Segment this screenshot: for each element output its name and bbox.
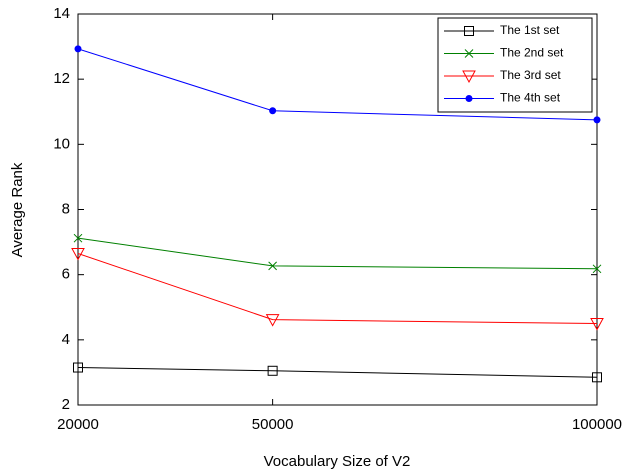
y-tick-label: 14 — [53, 5, 70, 22]
marker — [465, 95, 473, 102]
legend-label: The 4th set — [500, 91, 561, 105]
x-axis-label: Vocabulary Size of V2 — [264, 453, 411, 470]
legend-box — [437, 17, 593, 113]
marker — [462, 70, 476, 84]
y-tick-label: 4 — [62, 331, 70, 348]
legend: The 1st set The 2nd set The 3rd set The 4th… — [437, 17, 593, 113]
marker — [73, 362, 83, 373]
y-tick-label: 10 — [53, 135, 70, 152]
x-tick-label: 100000 — [572, 416, 622, 433]
x-tick-label: 50000 — [252, 416, 294, 433]
marker — [74, 45, 82, 53]
marker — [464, 26, 474, 36]
marker — [267, 365, 278, 376]
marker — [590, 318, 604, 331]
x-tick-label: 20000 — [57, 416, 99, 433]
y-tick-label: 8 — [62, 200, 70, 217]
marker — [269, 107, 277, 115]
y-tick-label: 12 — [53, 70, 70, 87]
marker — [593, 116, 601, 124]
series-line — [77, 253, 598, 325]
series-line — [77, 237, 598, 270]
marker — [71, 247, 85, 261]
marker — [268, 261, 277, 271]
legend-label: The 3rd set — [500, 68, 561, 82]
series-line — [77, 367, 598, 378]
legend-label: The 1st set — [500, 23, 560, 37]
marker — [73, 233, 83, 243]
y-tick-label: 2 — [62, 396, 70, 413]
marker — [464, 49, 474, 58]
legend-label: The 2nd set — [500, 46, 564, 60]
y-axis-label: Average Rank — [9, 162, 26, 257]
y-tick-label: 6 — [62, 266, 70, 283]
marker — [592, 372, 602, 383]
marker — [592, 264, 602, 274]
marker — [265, 314, 280, 327]
